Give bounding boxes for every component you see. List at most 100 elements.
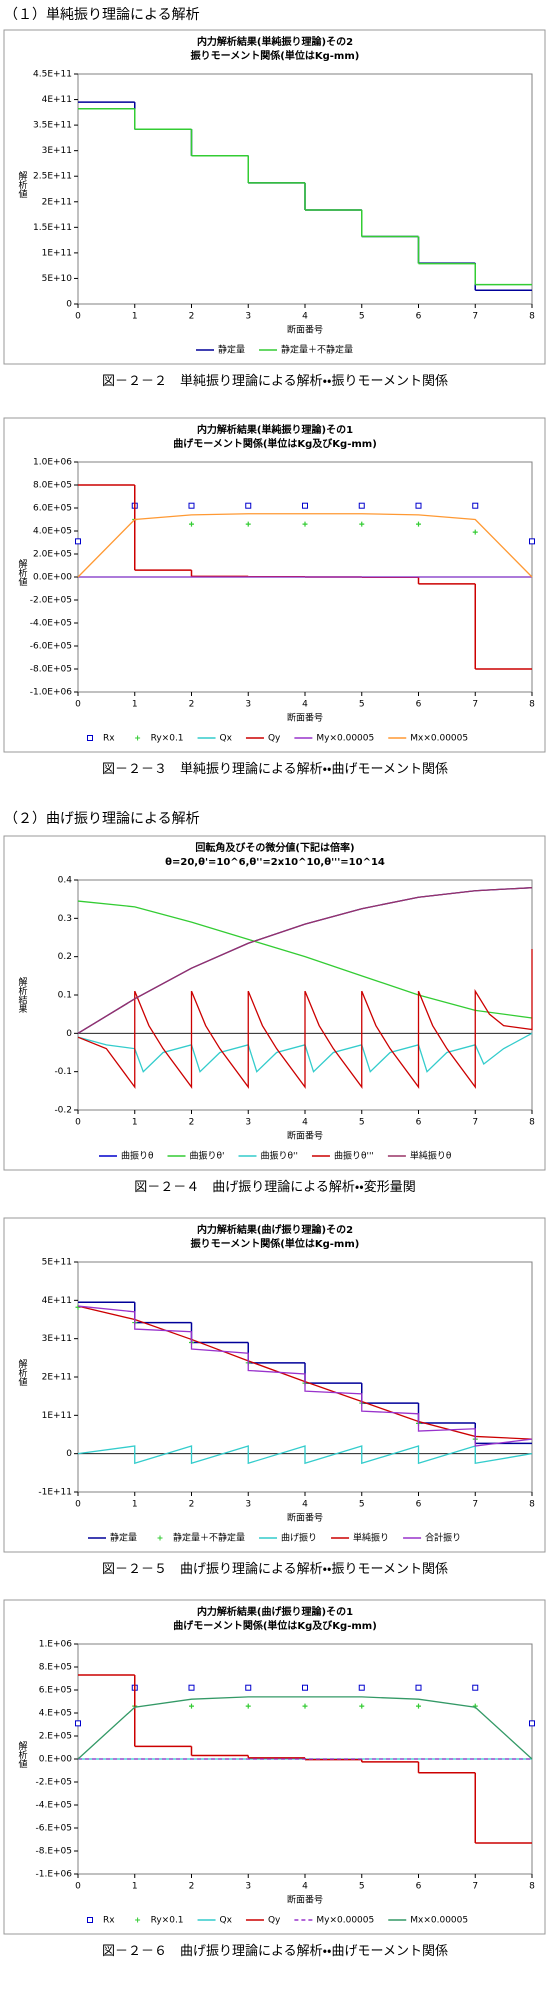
marker xyxy=(75,1720,81,1727)
y-axis-label: 解析値 xyxy=(17,170,28,199)
y-tick-label: 0.0E+00 xyxy=(33,573,72,583)
legend-label: Mx×0.00005 xyxy=(410,1916,468,1926)
marker xyxy=(529,1720,535,1727)
y-tick-label: 0.2 xyxy=(58,952,72,962)
legend-label: Qy xyxy=(268,1916,281,1926)
y-tick-label: 4E+11 xyxy=(42,1296,72,1306)
y-axis-label: 解析値 xyxy=(17,558,28,587)
legend-label: 静定量＋不静定量 xyxy=(281,344,353,356)
y-tick-label: -4.E+05 xyxy=(35,1801,72,1811)
legend: 静定量 静定量＋不静定量 xyxy=(196,344,353,356)
chart-title: 内力解析結果(単純振り理論)その1 xyxy=(197,423,353,436)
figure-caption: 図－２－４ 曲げ振り理論による解析・・変形量関 xyxy=(134,1180,416,1195)
x-axis-label: 断面番号 xyxy=(287,1512,323,1524)
x-axis-label: 断面番号 xyxy=(287,1894,323,1906)
y-tick-label: 0 xyxy=(66,1029,72,1039)
legend-label: My×0.00005 xyxy=(316,1916,374,1926)
marker xyxy=(188,502,195,509)
x-tick-label: 2 xyxy=(189,1118,195,1128)
y-tick-label: -2.E+05 xyxy=(35,1778,72,1788)
y-tick-label: 2.0E+05 xyxy=(33,550,72,560)
y-tick-label: -0.2 xyxy=(54,1106,72,1116)
x-tick-label: 6 xyxy=(416,1118,422,1128)
marker xyxy=(358,502,365,509)
legend-label: Qy xyxy=(268,734,281,744)
marker xyxy=(302,521,308,527)
marker xyxy=(359,1703,365,1709)
chart-block: 内力解析結果(曲げ振り理論)その1 曲げモーメント関係(単位はKg及びKg-mm)… xyxy=(0,1598,550,1962)
x-tick-label: 4 xyxy=(302,1118,308,1128)
y-tick-label: 1E+11 xyxy=(42,248,72,258)
x-tick-label: 4 xyxy=(302,312,308,322)
series-line xyxy=(77,949,533,1089)
legend-label: 曲げ振り xyxy=(281,1532,317,1544)
chart: 内力解析結果(曲げ振り理論)その1曲げモーメント関係(単位はKg及びKg-mm)… xyxy=(3,1599,546,1935)
y-axis-label: 解析結果 xyxy=(17,976,28,1014)
y-tick-label: 5E+11 xyxy=(42,1258,72,1268)
legend-symbol xyxy=(135,1917,141,1923)
x-tick-label: 8 xyxy=(529,1882,535,1892)
y-tick-label: -6.E+05 xyxy=(35,1824,72,1834)
chart-subtitle: 曲げモーメント関係(単位はKg及びKg-mm) xyxy=(173,437,377,450)
marker xyxy=(416,521,421,527)
legend-label: Ry×0.1 xyxy=(151,1916,184,1926)
y-axis-label: 解析値 xyxy=(17,1358,28,1387)
x-tick-label: 7 xyxy=(472,1500,478,1510)
marker xyxy=(245,1703,251,1709)
y-tick-label: 0 xyxy=(66,300,72,310)
marker xyxy=(302,1703,308,1709)
legend: 静定量 静定量＋不静定量 曲げ振り 単純振り 合計振り xyxy=(88,1532,461,1544)
y-tick-label: 0.4 xyxy=(58,876,73,886)
y-tick-label: 1.E+06 xyxy=(39,1640,73,1650)
x-tick-label: 1 xyxy=(132,312,138,322)
x-tick-label: 6 xyxy=(416,312,422,322)
y-tick-label: 0.E+00 xyxy=(39,1755,73,1765)
chart-block: 内力解析結果(曲げ振り理論)その2 振りモーメント関係(単位はKg-mm) -1E+… xyxy=(0,1216,550,1580)
section-heading: （１）単純振り理論による解析 xyxy=(4,7,200,23)
legend-symbol xyxy=(135,735,141,741)
x-tick-label: 6 xyxy=(416,1882,422,1892)
y-tick-label: -8.0E+05 xyxy=(30,665,72,675)
x-tick-label: 4 xyxy=(302,700,308,710)
series-line xyxy=(77,887,533,1034)
x-tick-label: 0 xyxy=(75,1882,81,1892)
chart-frame xyxy=(3,1217,546,1553)
y-tick-label: 4.5E+11 xyxy=(33,70,72,80)
legend-label: 静定量 xyxy=(218,344,245,356)
marker xyxy=(188,1684,195,1691)
legend-label: My×0.00005 xyxy=(316,734,374,744)
legend: 曲振りθ 曲振りθ' 曲振りθ'' 曲振りθ''' 単純振りθ xyxy=(99,1150,452,1162)
x-tick-label: 8 xyxy=(529,700,535,710)
series-line xyxy=(77,1305,533,1447)
marker xyxy=(472,529,478,535)
marker xyxy=(245,1684,252,1691)
y-tick-label: 6.E+05 xyxy=(39,1686,72,1696)
legend-label: 合計振り xyxy=(425,1532,461,1544)
chart-block: 内力解析結果(単純振り理論)その2 振りモーメント関係(単位はKg-mm) 0 5E+… xyxy=(0,28,550,392)
y-tick-label: -1E+11 xyxy=(38,1488,72,1498)
x-tick-label: 1 xyxy=(132,700,138,710)
x-tick-label: 7 xyxy=(472,1118,478,1128)
y-tick-label: 4.E+05 xyxy=(39,1709,72,1719)
x-tick-label: 2 xyxy=(189,312,195,322)
chart: 内力解析結果(単純振り理論)その1曲げモーメント関係(単位はKg及びKg-mm)… xyxy=(3,417,546,753)
x-tick-label: 4 xyxy=(302,1500,308,1510)
marker xyxy=(359,521,365,527)
x-tick-label: 2 xyxy=(189,700,195,710)
chart: 回転角及びその微分値(下記は倍率) θ=20,θ'=10^6,θ''=2x10^1… xyxy=(3,835,546,1171)
legend-label: Rx xyxy=(103,734,115,744)
marker xyxy=(245,502,252,509)
series-line xyxy=(77,513,533,578)
x-tick-label: 2 xyxy=(189,1500,195,1510)
legend-label: Ry×0.1 xyxy=(151,734,184,744)
marker xyxy=(415,502,422,509)
chart-frame xyxy=(3,835,546,1171)
y-tick-label: 1.5E+11 xyxy=(33,223,72,233)
legend-label: Rx xyxy=(103,1916,115,1926)
x-tick-label: 7 xyxy=(472,700,478,710)
x-axis-label: 断面番号 xyxy=(287,1130,323,1142)
figure-caption: 図－２－５ 曲げ振り理論による解析・・振りモーメント関係 xyxy=(102,1562,448,1577)
x-tick-label: 6 xyxy=(416,1500,422,1510)
y-tick-label: 3E+11 xyxy=(42,146,72,156)
